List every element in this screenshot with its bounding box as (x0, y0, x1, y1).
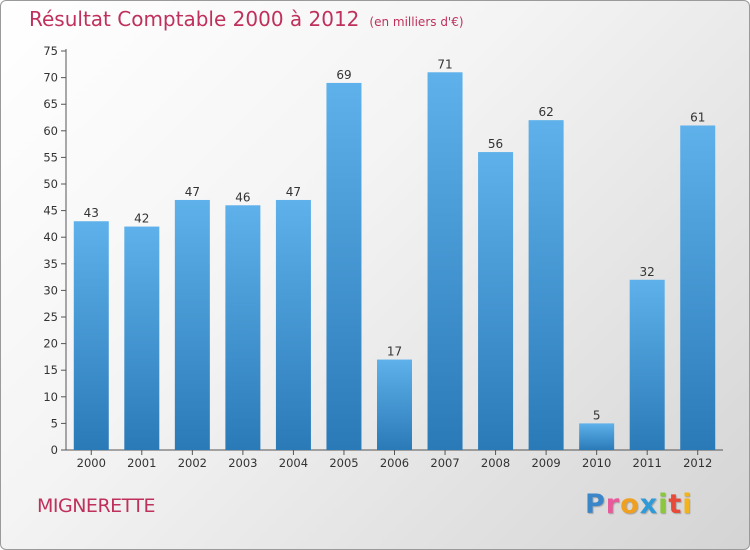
y-tick-label: 75 (43, 44, 58, 58)
data-label: 47 (185, 185, 200, 199)
y-axis: 0 5 10 15 20 25 30 35 40 45 50 55 60 65 70 75 (43, 44, 67, 457)
x-tick-label: 2010 (582, 456, 611, 470)
x-tick-label: 2004 (279, 456, 308, 470)
x-tick-label: 2011 (633, 456, 662, 470)
logo-letter: o (620, 489, 640, 520)
data-label: 17 (387, 345, 402, 359)
y-tick-label: 40 (43, 230, 58, 244)
logo-letter: t (668, 489, 683, 520)
y-tick-label: 55 (43, 150, 58, 164)
data-label: 47 (286, 185, 301, 199)
bar (579, 423, 615, 450)
x-tick-label: 2002 (178, 456, 207, 470)
x-axis: 2000 2001 2002 2003 2004 2005 2006 2007 2008 2009… (66, 449, 723, 470)
x-tick-label: 2005 (329, 456, 358, 470)
location-name: MIGNERETTE (37, 495, 156, 517)
y-tick-label: 65 (43, 97, 58, 111)
y-tick-label: 15 (43, 363, 58, 377)
logo-letter: i (682, 489, 693, 520)
y-tick-label: 50 (43, 177, 58, 191)
bar (275, 199, 311, 450)
bar (326, 82, 362, 451)
y-tick-label: 5 (51, 416, 58, 430)
logo-letter: P (585, 489, 606, 520)
y-tick-label: 70 (43, 71, 58, 85)
bar (174, 199, 210, 450)
data-label: 61 (690, 110, 705, 124)
y-tick-label: 20 (43, 337, 58, 351)
data-label: 69 (336, 68, 351, 82)
data-label: 71 (437, 57, 452, 71)
x-tick-label: 2009 (531, 456, 560, 470)
x-tick-label: 2012 (683, 456, 712, 470)
bar (124, 226, 160, 450)
bar (629, 279, 665, 450)
x-tick-label: 2006 (380, 456, 409, 470)
bar (377, 359, 412, 450)
y-tick-label: 35 (43, 257, 58, 271)
data-label: 62 (538, 105, 553, 119)
bar (478, 152, 514, 450)
y-tick-label: 10 (43, 390, 58, 404)
bar (427, 72, 463, 450)
x-tick-label: 2000 (77, 456, 106, 470)
proxiti-logo: Proxiti (585, 489, 693, 520)
bar (73, 221, 109, 450)
logo-letter: x (639, 489, 659, 520)
data-label: 5 (593, 408, 601, 422)
chart-title: Résultat Comptable 2000 à 2012 (en millie… (29, 7, 464, 31)
x-tick-label: 2001 (127, 456, 156, 470)
logo-letter: r (605, 489, 621, 520)
y-tick-label: 30 (43, 283, 58, 297)
x-tick-label: 2003 (228, 456, 257, 470)
y-tick-label: 25 (43, 310, 58, 324)
bar (528, 120, 564, 450)
logo-letter: i (658, 489, 669, 520)
y-tick-label: 60 (43, 124, 58, 138)
bar (680, 125, 716, 450)
y-tick-label: 0 (51, 443, 58, 457)
y-tick-label: 45 (43, 204, 58, 218)
data-label: 42 (134, 212, 149, 226)
data-label: 43 (84, 206, 99, 220)
chart-unit-label: (en milliers d'€) (369, 15, 464, 29)
bar (225, 205, 261, 450)
bars (73, 72, 716, 451)
data-label: 46 (235, 190, 250, 204)
x-tick-label: 2008 (481, 456, 510, 470)
data-label: 56 (488, 137, 503, 151)
x-tick-label: 2007 (430, 456, 459, 470)
data-label: 32 (640, 265, 655, 279)
chart-title-text: Résultat Comptable 2000 à 2012 (29, 7, 360, 31)
data-labels: 43 42 47 46 47 69 17 71 56 62 5 32 61 (84, 57, 706, 422)
